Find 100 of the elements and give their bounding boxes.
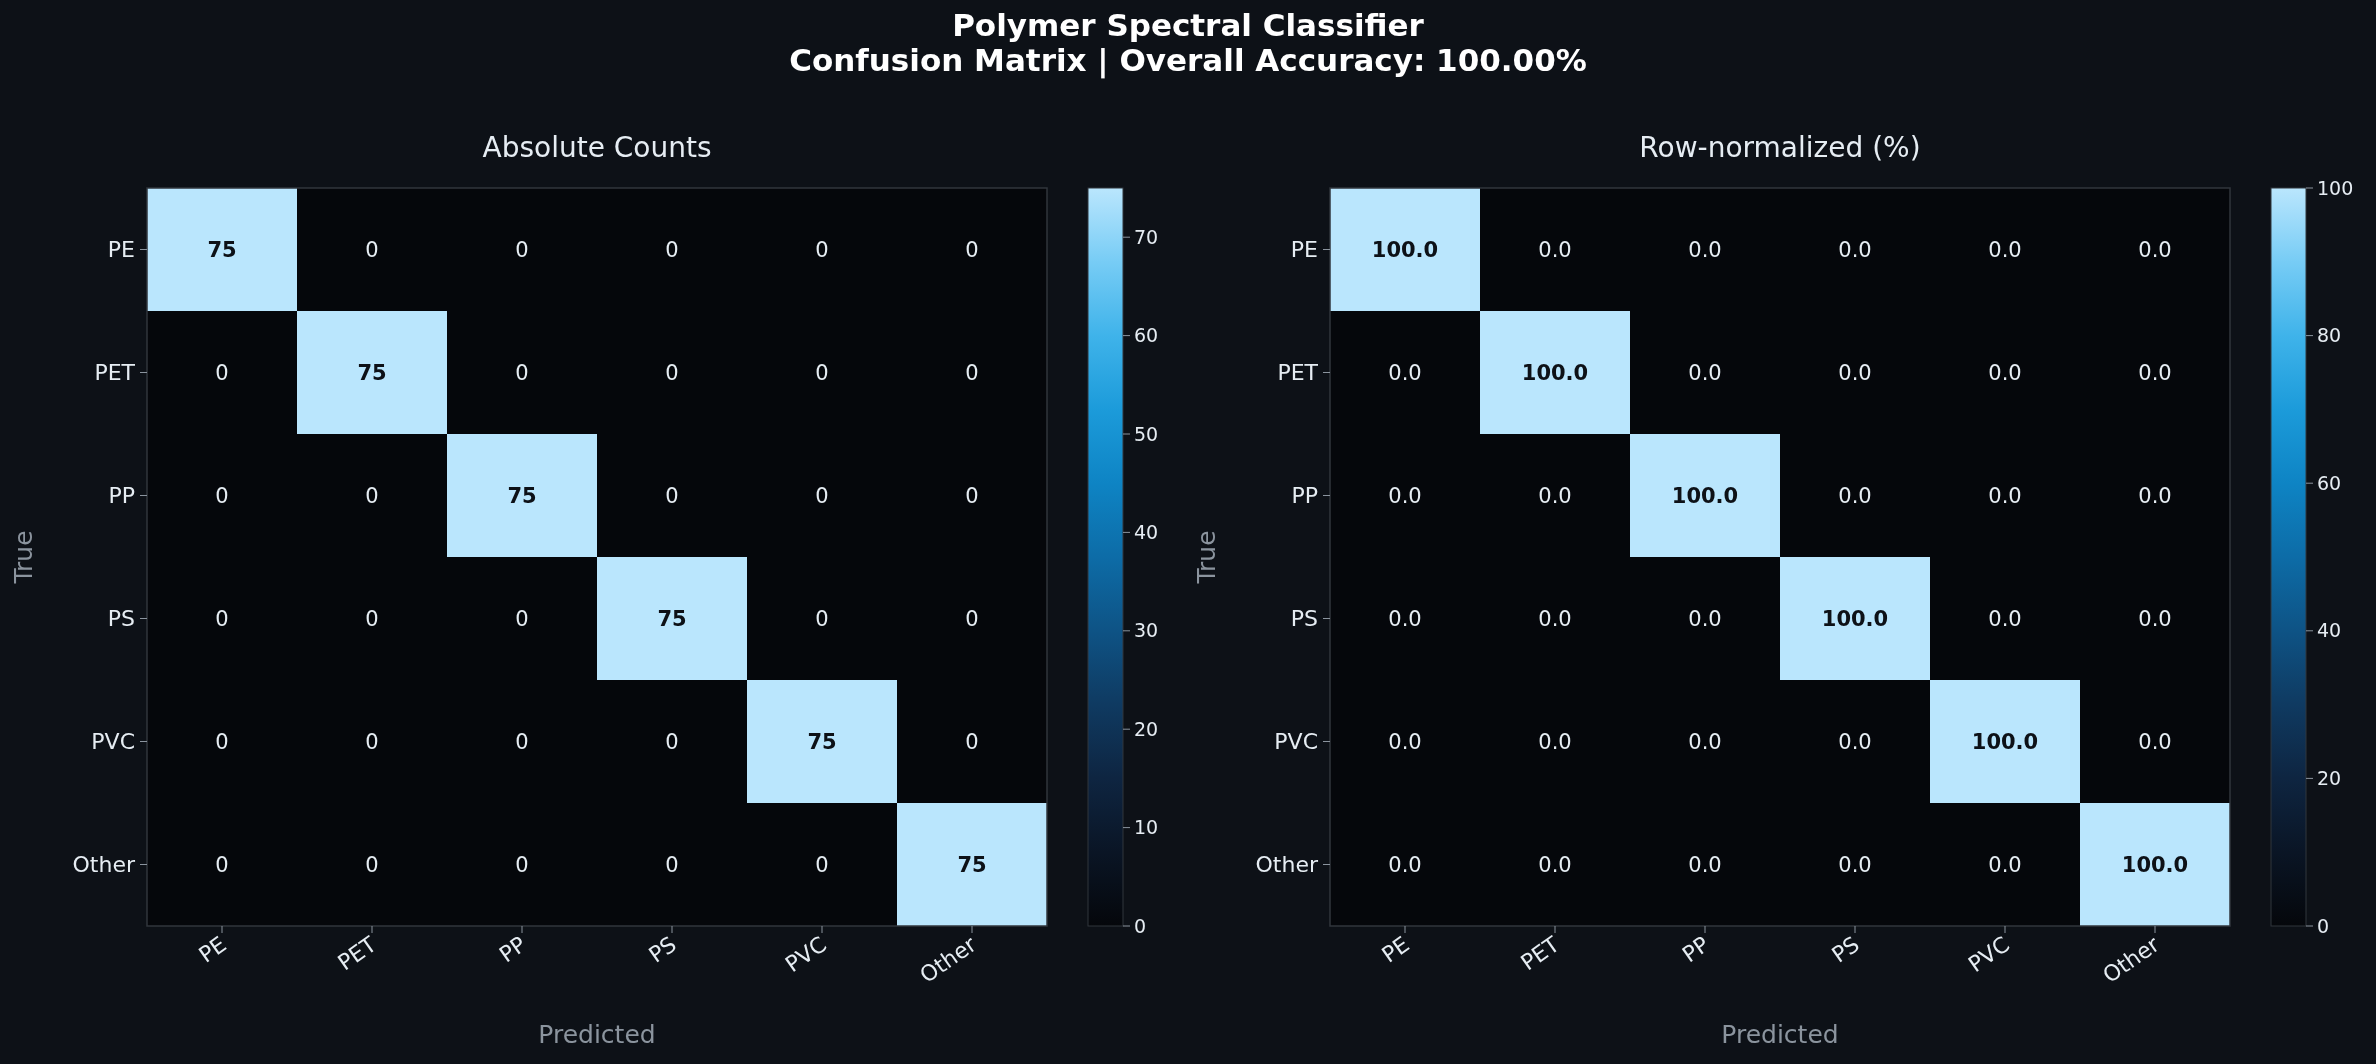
- data-label: 0: [665, 360, 679, 385]
- data-label: 0.0: [2138, 606, 2172, 631]
- data-label: 0: [215, 360, 229, 385]
- data-label: 0: [515, 237, 529, 262]
- data-label: 0: [215, 606, 229, 631]
- color-bar-label: 30: [1134, 619, 1159, 642]
- data-label: 0.0: [1988, 606, 2022, 631]
- data-label: 0.0: [2138, 483, 2172, 508]
- data-label: 0.0: [1688, 237, 1722, 262]
- data-label: 0.0: [1388, 360, 1422, 385]
- color-bar-label: 70: [1134, 225, 1159, 248]
- data-label: 0.0: [1388, 729, 1422, 754]
- color-bar-label: 0: [2317, 914, 2330, 937]
- data-label: 0: [965, 483, 979, 508]
- text: Confusion Matrix | Overall Accuracy: 100.00%: [789, 42, 1587, 79]
- y-axis-title: True: [9, 530, 38, 585]
- color-bar-label: 10: [1134, 816, 1159, 839]
- data-label: 100.0: [1671, 483, 1739, 508]
- data-label: 0: [665, 483, 679, 508]
- data-label: 0: [365, 729, 379, 754]
- chart-title: Absolute Counts: [482, 131, 712, 164]
- data-label: 0: [365, 483, 379, 508]
- x-tick-label: PE: [194, 931, 231, 968]
- x-tick-label: PET: [1516, 931, 1565, 976]
- data-label: 0: [515, 360, 529, 385]
- color-bar-label: 100: [2317, 176, 2354, 199]
- data-label: 100.0: [1521, 360, 1589, 385]
- data-label: 75: [657, 606, 687, 631]
- data-label: 0.0: [2138, 729, 2172, 754]
- color-bar-label: 60: [1134, 324, 1159, 347]
- data-label: 75: [357, 360, 387, 385]
- data-label: 0.0: [1838, 483, 1872, 508]
- data-label: 0: [965, 237, 979, 262]
- data-label: 0.0: [1988, 360, 2022, 385]
- color-bar-label: 80: [2317, 324, 2342, 347]
- y-tick-label: PET: [1277, 360, 1319, 386]
- y-tick-label: PS: [1290, 606, 1318, 632]
- y-tick-label: PE: [107, 237, 135, 263]
- x-tick-label: PE: [1377, 931, 1414, 968]
- data-label: 0: [815, 360, 829, 385]
- data-label: 0.0: [1388, 606, 1422, 631]
- color-bar-label: 40: [1134, 521, 1159, 544]
- data-label: 0: [965, 606, 979, 631]
- data-label: 0.0: [1388, 483, 1422, 508]
- data-label: 0: [815, 606, 829, 631]
- x-axis-title: Predicted: [538, 1020, 656, 1049]
- data-label: 0: [215, 729, 229, 754]
- color-bar-label: 0: [1134, 914, 1147, 937]
- data-label: 75: [957, 852, 987, 877]
- data-label: 0: [365, 852, 379, 877]
- color-bar-label: 60: [2317, 471, 2342, 494]
- data-label: 0: [665, 237, 679, 262]
- data-label: 0.0: [1538, 483, 1572, 508]
- data-label: 0.0: [1688, 360, 1722, 385]
- data-label: 0.0: [1838, 852, 1872, 877]
- x-tick-label: PS: [644, 931, 681, 968]
- data-label: 0: [365, 606, 379, 631]
- data-label: 0: [215, 483, 229, 508]
- data-label: 75: [507, 483, 537, 508]
- data-label: 0: [665, 729, 679, 754]
- data-label: 100.0: [1971, 729, 2039, 754]
- data-label: 0.0: [2138, 237, 2172, 262]
- data-label: 0.0: [1538, 237, 1572, 262]
- data-label: 0.0: [1988, 483, 2022, 508]
- data-label: 75: [207, 237, 237, 262]
- y-tick-label: PS: [107, 606, 135, 632]
- data-label: 0: [665, 852, 679, 877]
- data-label: 0.0: [1988, 237, 2022, 262]
- data-label: 0: [515, 606, 529, 631]
- data-label: 0.0: [1388, 852, 1422, 877]
- y-tick-label: Other: [72, 852, 136, 878]
- data-label: 100.0: [2121, 852, 2189, 877]
- data-label: 75: [807, 729, 837, 754]
- data-label: 0: [515, 852, 529, 877]
- x-tick-label: PP: [1677, 931, 1714, 968]
- data-label: 0.0: [1688, 852, 1722, 877]
- y-tick-label: PE: [1290, 237, 1318, 263]
- data-label: 0.0: [2138, 360, 2172, 385]
- y-tick-label: PP: [1291, 483, 1318, 509]
- data-label: 0.0: [1838, 729, 1872, 754]
- data-label: 100.0: [1821, 606, 1889, 631]
- x-axis-title: Predicted: [1721, 1020, 1839, 1049]
- data-label: 0.0: [1838, 360, 1872, 385]
- data-label: 0: [815, 237, 829, 262]
- color-bar-label: 20: [1134, 717, 1159, 740]
- data-label: 100.0: [1371, 237, 1439, 262]
- data-label: 0.0: [1838, 237, 1872, 262]
- x-tick-label: PVC: [1963, 931, 2014, 978]
- y-tick-label: Other: [1255, 852, 1319, 878]
- data-label: 0.0: [1538, 606, 1572, 631]
- data-label: 0.0: [1538, 852, 1572, 877]
- color-bar-label: 40: [2317, 619, 2342, 642]
- data-label: 0.0: [1688, 606, 1722, 631]
- data-label: 0.0: [1688, 729, 1722, 754]
- data-label: 0: [515, 729, 529, 754]
- x-tick-label: PVC: [780, 931, 831, 978]
- color-bar-label: 50: [1134, 422, 1159, 445]
- y-tick-label: PVC: [91, 729, 135, 755]
- data-label: 0.0: [1538, 729, 1572, 754]
- x-tick-label: PET: [333, 931, 382, 976]
